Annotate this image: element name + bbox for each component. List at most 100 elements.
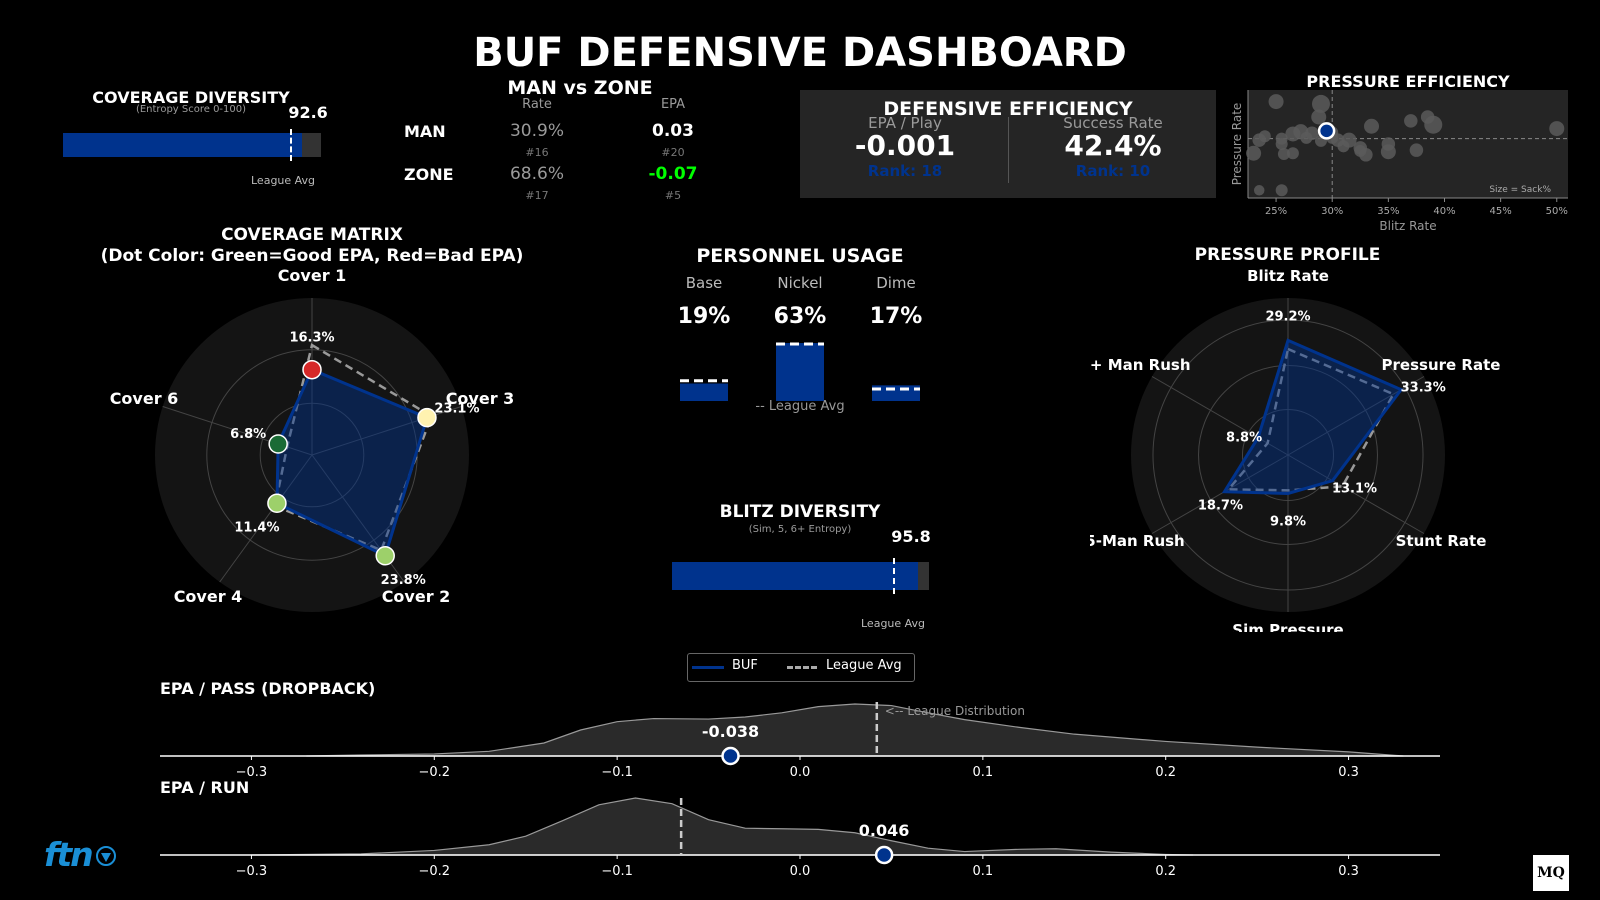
epa-pass-chart: −0.3 −0.2 −0.1 0.0 0.1 0.2 0.3 <-- League Distr… (160, 702, 1440, 780)
distribution-team-marker (874, 845, 894, 865)
legend-team-label: BUF (732, 658, 758, 673)
distribution-tick-label: 0.0 (790, 864, 811, 879)
personnel-bar (776, 343, 824, 401)
personnel-group-value: 17% (870, 304, 923, 329)
blitz-diversity-bar-fill (672, 562, 919, 590)
scatter-y-label: Pressure Rate (1230, 103, 1244, 186)
man-epa: 0.03 (652, 121, 694, 141)
ftn-logo-mark (96, 846, 116, 866)
scatter-point (1268, 94, 1284, 110)
distribution-tick-label: 0.2 (1155, 765, 1176, 780)
radar-value-label: 8.8% (1226, 431, 1262, 446)
radar-axis-label: Cover 3 (446, 389, 515, 408)
radar-team-polygon (275, 367, 429, 558)
radar-value-label: 18.7% (1198, 499, 1243, 514)
legend-league-label: League Avg (826, 658, 902, 673)
distribution-tick-label: −0.1 (601, 765, 633, 780)
pressure-profile-radar: 29.2% 33.3% 13.1% 9.8% 18.7% 8.8% Blitz Rate Pr… (1090, 267, 1500, 632)
scatter-point (1275, 138, 1288, 150)
scatter-plot-area (1248, 90, 1568, 198)
personnel-chart: Base 19% Nickel 63% Dime 17% -- League Avg (678, 274, 923, 414)
blitz-diversity-title: BLITZ DIVERSITY (719, 502, 881, 522)
legend-team-swatch (692, 666, 724, 669)
zone-epa: -0.07 (648, 164, 698, 184)
radar-value-label: 11.4% (234, 520, 279, 535)
distribution-tick-label: −0.2 (418, 864, 450, 879)
radar-axis-label: Blitz Rate (1247, 267, 1329, 285)
personnel-group-value: 19% (678, 304, 731, 329)
scatter-point (1300, 131, 1313, 144)
radar-team-dot (302, 359, 322, 380)
distribution-area (251, 797, 1194, 856)
radar-axis-label: Cover 1 (278, 266, 347, 285)
radar-value-label: 29.2% (1265, 309, 1310, 324)
distribution-tick-label: −0.2 (418, 765, 450, 780)
radar-value-label: 23.1% (434, 402, 479, 417)
zone-epa-rank: #5 (664, 189, 682, 202)
scatter-team-point (1317, 122, 1336, 140)
radar-team-dot (417, 407, 437, 428)
success-rate-label: Success Rate (1063, 114, 1163, 132)
legend-league-swatch (787, 666, 817, 669)
distribution-tick-label: 0.3 (1338, 765, 1359, 780)
radar-team-dot (268, 434, 288, 454)
personnel-group-label: Dime (876, 274, 916, 292)
blitz-diversity-subtitle: (Sim, 5, 6+ Entropy) (748, 524, 852, 535)
radar-axis-label: Sim Pressure (1232, 621, 1343, 632)
zone-rate-rank: #17 (525, 189, 549, 202)
epa-play-rank: Rank: 18 (867, 162, 943, 180)
scatter-size-note: Size = Sack% (1489, 185, 1551, 195)
distribution-tick-label: 0.1 (973, 864, 994, 879)
personnel-group-value: 63% (774, 304, 827, 329)
scatter-point (1286, 147, 1299, 160)
ftn-logo-mark-arrow (101, 853, 111, 862)
radar-value-label: 6.8% (230, 427, 266, 442)
scatter-x-tick-label: 50% (1546, 206, 1568, 217)
zone-rate: 68.6% (509, 164, 564, 184)
personnel-title: PERSONNEL USAGE (696, 245, 904, 267)
scatter-point (1311, 109, 1327, 125)
coverage-diversity-league-label: League Avg (251, 174, 316, 187)
coverage-diversity-bar-fill (63, 133, 302, 157)
distribution-tick-label: 0.0 (790, 765, 811, 780)
page-title: BUF DEFENSIVE DASHBOARD (473, 30, 1127, 76)
radar-axis-label: 6+ Man Rush (1090, 356, 1191, 374)
scatter-point (1311, 94, 1330, 113)
coverage-diversity-title: COVERAGE DIVERSITY (92, 88, 290, 107)
radar-spoke (1151, 454, 1289, 534)
radar-spoke (219, 454, 313, 583)
success-rate-rank: Rank: 10 (1075, 162, 1151, 180)
distribution-tick-label: 0.2 (1155, 864, 1176, 879)
radar-axis-label: Stunt Rate (1396, 532, 1487, 550)
radar-team-dot (267, 493, 287, 514)
distribution-team-marker (721, 746, 740, 766)
radar-team-dot (375, 546, 395, 566)
scatter-point (1364, 118, 1380, 134)
pressure-efficiency-title: PRESSURE EFFICIENCY (1306, 72, 1510, 91)
distribution-tick-label: −0.1 (601, 864, 633, 879)
epa-run-chart: −0.3 −0.2 −0.1 0.0 0.1 0.2 0.3 0.046 (160, 797, 1440, 879)
defensive-efficiency-title: DEFENSIVE EFFICIENCY (883, 98, 1133, 120)
pressure-efficiency-chart: 25% 30% 35% 40% 45% 50% Size = Sack% Blitz Ra… (1230, 90, 1568, 233)
defensive-efficiency-panel: DEFENSIVE EFFICIENCY EPA / Play -0.001 R… (800, 90, 1216, 198)
pressure-profile-title: PRESSURE PROFILE (1194, 245, 1381, 265)
blitz-diversity-league-marker (893, 558, 896, 594)
distribution-tick-label: 0.1 (973, 765, 994, 780)
scatter-point (1246, 145, 1262, 161)
coverage-diversity-bar-track (63, 129, 321, 161)
scatter-x-tick-label: 35% (1377, 206, 1399, 217)
scatter-point (1341, 132, 1357, 148)
radar-value-label: 33.3% (1401, 381, 1446, 396)
success-rate-value: 42.4% (1064, 129, 1162, 162)
scatter-x-tick-label: 25% (1265, 206, 1287, 217)
distribution-annotation: <-- League Distribution (885, 704, 1025, 718)
radar-spoke (1151, 376, 1289, 456)
radar-league-polygon (1225, 347, 1396, 492)
distribution-area (306, 703, 1404, 757)
scatter-point (1277, 148, 1290, 161)
scatter-point (1409, 143, 1424, 157)
distribution-team-value-label: -0.038 (702, 722, 759, 741)
radar-axis-label: Cover 6 (110, 389, 179, 408)
radar-axis-label: Cover 4 (174, 587, 243, 606)
blitz-diversity-bar-track (672, 558, 929, 594)
